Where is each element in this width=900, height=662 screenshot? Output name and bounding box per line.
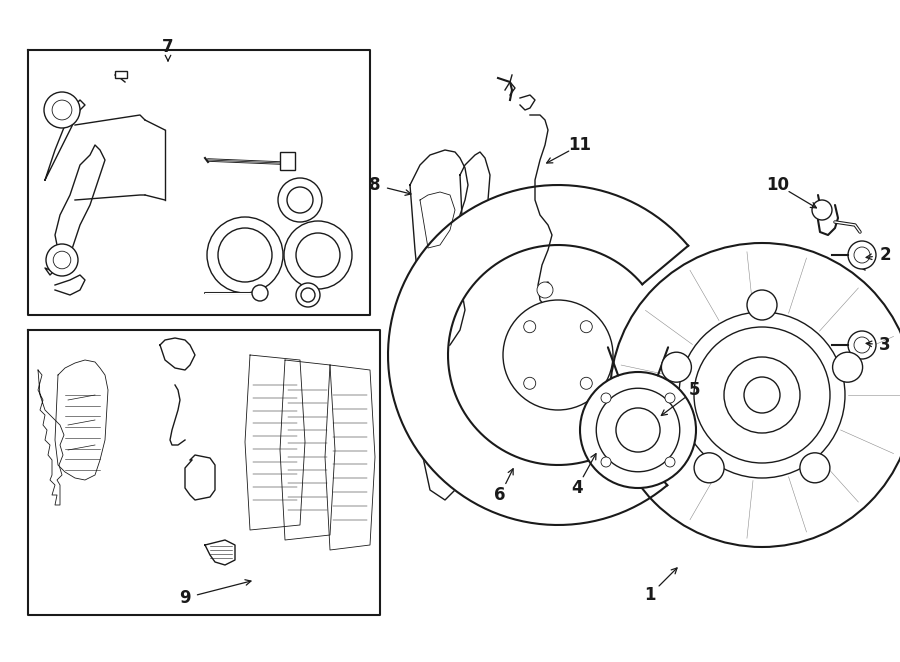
Text: 10: 10 [767,176,789,194]
Polygon shape [55,360,108,480]
Circle shape [747,290,777,320]
Polygon shape [460,152,490,280]
Circle shape [301,288,315,302]
Circle shape [854,247,870,263]
Circle shape [665,457,675,467]
Polygon shape [45,145,105,275]
Circle shape [580,372,696,488]
Text: 11: 11 [569,136,591,154]
Circle shape [662,352,691,382]
Circle shape [596,388,680,472]
Polygon shape [410,150,468,350]
Circle shape [744,377,780,413]
Polygon shape [45,100,85,180]
Circle shape [278,178,322,222]
Polygon shape [160,338,195,370]
Circle shape [207,217,283,293]
Text: 1: 1 [644,586,656,604]
Bar [280,152,295,170]
Circle shape [601,457,611,467]
Circle shape [580,377,592,389]
Circle shape [44,92,80,128]
Circle shape [524,320,536,333]
Text: 4: 4 [572,479,583,497]
Polygon shape [205,540,235,565]
Circle shape [665,393,675,403]
Circle shape [616,408,660,452]
Circle shape [580,320,592,333]
Circle shape [832,352,862,382]
Text: 7: 7 [162,38,174,56]
Circle shape [694,327,830,463]
Polygon shape [38,370,64,505]
Circle shape [218,228,272,282]
Circle shape [53,251,71,269]
Circle shape [679,312,845,478]
Bar [115,71,127,78]
Circle shape [724,357,800,433]
Circle shape [610,243,900,547]
Polygon shape [245,355,305,530]
Circle shape [549,387,561,399]
Text: 9: 9 [179,589,191,607]
Circle shape [296,233,340,277]
Circle shape [52,100,72,120]
Circle shape [848,241,876,269]
Polygon shape [388,185,688,525]
Circle shape [252,285,268,301]
Circle shape [503,300,613,410]
Text: 2: 2 [879,246,891,264]
Circle shape [287,187,313,213]
Text: 3: 3 [879,336,891,354]
Circle shape [848,331,876,359]
Circle shape [537,282,553,298]
Circle shape [694,453,724,483]
Circle shape [524,377,536,389]
Text: 8: 8 [369,176,381,194]
Text: 5: 5 [689,381,701,399]
Polygon shape [325,365,375,550]
Circle shape [800,453,830,483]
Circle shape [854,337,870,353]
Text: 6: 6 [494,486,506,504]
Circle shape [284,221,352,289]
Polygon shape [415,420,460,500]
Circle shape [46,244,78,276]
Circle shape [601,393,611,403]
Circle shape [296,283,320,307]
Circle shape [812,200,832,220]
Polygon shape [280,360,335,540]
